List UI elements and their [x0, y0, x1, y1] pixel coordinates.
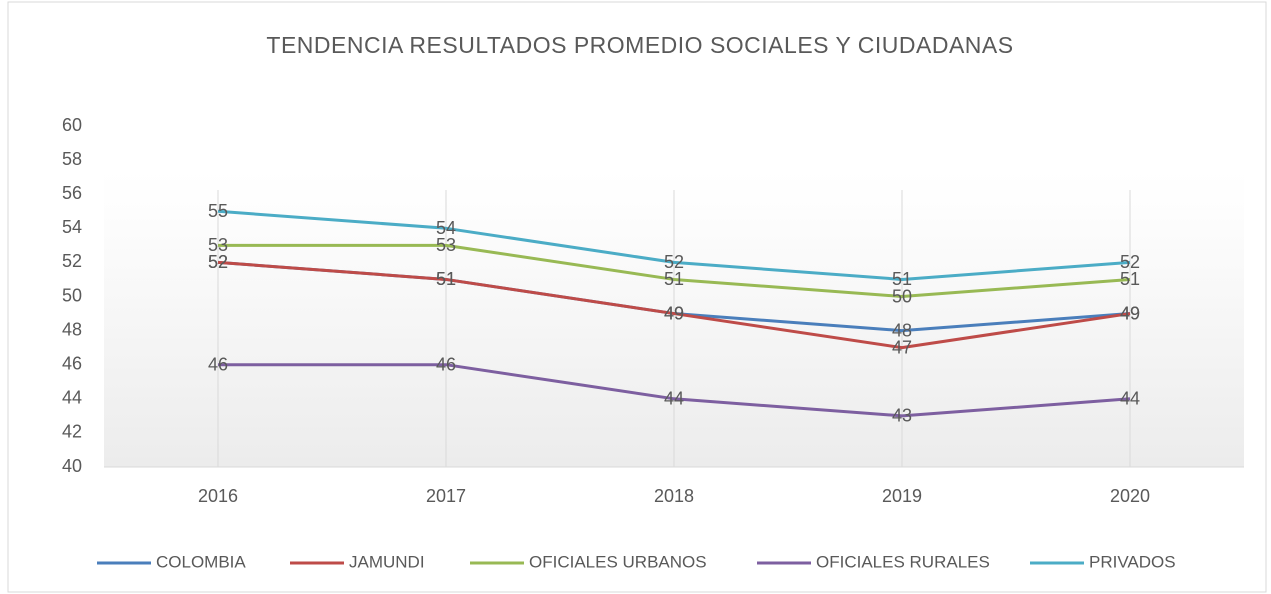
x-tick-label: 2016 — [198, 486, 238, 506]
legend-label: JAMUNDI — [349, 552, 425, 571]
data-label: 51 — [436, 269, 456, 289]
data-label: 44 — [1120, 389, 1140, 409]
y-tick-label: 58 — [62, 149, 82, 169]
data-label: 52 — [208, 252, 228, 272]
y-tick-label: 50 — [62, 285, 82, 305]
data-label: 51 — [892, 269, 912, 289]
series-line — [218, 363, 1131, 418]
data-label: 46 — [208, 354, 228, 374]
y-tick-label: 44 — [62, 388, 82, 408]
y-tick-label: 54 — [62, 217, 82, 237]
series-line — [217, 209, 1131, 281]
x-tick-label: 2019 — [882, 486, 922, 506]
data-label: 52 — [208, 252, 228, 272]
legend-label: OFICIALES RURALES — [816, 552, 990, 571]
data-label: 51 — [436, 269, 456, 289]
data-label: 51 — [1120, 269, 1140, 289]
data-label: 50 — [892, 286, 912, 306]
data-label: 49 — [1120, 303, 1140, 323]
data-label: 47 — [892, 337, 912, 357]
x-tick-label: 2017 — [426, 486, 466, 506]
data-label: 49 — [664, 303, 684, 323]
data-label: 53 — [436, 235, 456, 255]
y-tick-label: 46 — [62, 353, 82, 373]
y-tick-label: 60 — [62, 115, 82, 135]
legend-label: OFICIALES URBANOS — [529, 552, 707, 571]
data-label: 46 — [436, 354, 456, 374]
data-label: 53 — [208, 235, 228, 255]
legend-label: PRIVADOS — [1089, 552, 1176, 571]
data-label: 44 — [664, 389, 684, 409]
y-tick-label: 42 — [62, 422, 82, 442]
data-label: 51 — [664, 269, 684, 289]
data-label: 49 — [1120, 303, 1140, 323]
data-label: 52 — [664, 252, 684, 272]
y-tick-label: 56 — [62, 183, 82, 203]
legend-label: COLOMBIA — [156, 552, 246, 571]
data-label: 55 — [208, 201, 228, 221]
chart-title: TENDENCIA RESULTADOS PROMEDIO SOCIALES Y… — [266, 32, 1013, 58]
series-line — [217, 260, 1131, 350]
series-line — [218, 243, 1131, 298]
y-tick-label: 40 — [62, 456, 82, 476]
data-label: 49 — [664, 303, 684, 323]
y-tick-label: 52 — [62, 251, 82, 271]
data-label: 54 — [436, 218, 456, 238]
x-tick-label: 2020 — [1110, 486, 1150, 506]
data-label: 48 — [892, 320, 912, 340]
data-label: 52 — [1120, 252, 1140, 272]
x-tick-label: 2018 — [654, 486, 694, 506]
y-tick-label: 48 — [62, 319, 82, 339]
data-label: 43 — [892, 406, 912, 426]
